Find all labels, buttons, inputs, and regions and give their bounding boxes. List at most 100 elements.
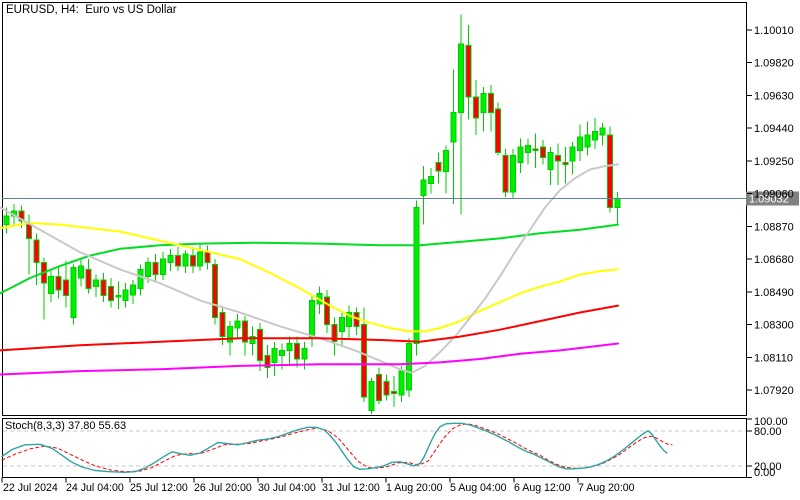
candle[interactable] — [383, 374, 390, 401]
price-axis-label: 1.07920 — [754, 385, 794, 397]
candle[interactable] — [346, 305, 353, 340]
candle[interactable] — [55, 266, 62, 299]
candle[interactable] — [413, 200, 420, 356]
candle[interactable] — [92, 274, 99, 297]
candle-body-bear — [294, 343, 301, 360]
candle-body-bull — [450, 112, 457, 143]
candle[interactable] — [137, 264, 144, 296]
candle[interactable] — [130, 279, 137, 304]
candle[interactable] — [569, 142, 576, 175]
indicator-label: Stoch(8,3,3) 37.80 55.63 — [5, 420, 127, 432]
candle[interactable] — [48, 269, 55, 303]
date-axis-label: 25 Jul 12:00 — [130, 482, 188, 494]
candle-body-bear — [487, 93, 494, 114]
candle[interactable] — [376, 367, 382, 404]
candle[interactable] — [338, 310, 345, 346]
candle-body-bull — [510, 155, 517, 193]
candle[interactable] — [85, 259, 92, 294]
candle[interactable] — [480, 86, 487, 132]
candle[interactable] — [174, 247, 181, 272]
candle[interactable] — [249, 326, 256, 356]
candle[interactable] — [323, 290, 330, 334]
candle[interactable] — [331, 317, 338, 356]
candle[interactable] — [189, 247, 196, 273]
candle-body-bear — [204, 251, 211, 263]
candle[interactable] — [368, 377, 375, 415]
candle[interactable] — [152, 253, 159, 282]
candle-body-bull — [584, 134, 591, 148]
candle[interactable] — [398, 365, 405, 403]
candle[interactable] — [286, 336, 293, 365]
candle[interactable] — [592, 117, 599, 149]
candle[interactable] — [435, 152, 442, 184]
candle[interactable] — [40, 257, 47, 320]
candle[interactable] — [271, 341, 278, 377]
candle[interactable] — [450, 69, 457, 204]
candle[interactable] — [115, 281, 122, 310]
price-axis-label: 1.08300 — [754, 320, 794, 332]
candle[interactable] — [212, 259, 219, 325]
candle[interactable] — [234, 314, 241, 339]
candle[interactable] — [495, 102, 502, 156]
candle-body-bull — [271, 348, 278, 364]
candle[interactable] — [428, 167, 435, 194]
candle[interactable] — [63, 260, 70, 308]
candle[interactable] — [577, 124, 584, 161]
candle[interactable] — [160, 252, 166, 280]
candle[interactable] — [353, 307, 360, 335]
candle[interactable] — [472, 80, 479, 136]
candle-body-bear — [256, 329, 263, 362]
candle-body-bear — [264, 355, 271, 369]
candle[interactable] — [554, 143, 561, 185]
candle-body-bull — [599, 127, 606, 136]
candle[interactable] — [532, 133, 539, 168]
candle-body-bull — [428, 175, 435, 184]
candle[interactable] — [420, 166, 427, 225]
candle[interactable] — [122, 283, 129, 308]
candle-body-bear — [219, 312, 226, 338]
candle[interactable] — [100, 272, 107, 303]
candle[interactable] — [167, 248, 174, 272]
candle[interactable] — [510, 148, 517, 199]
candle[interactable] — [256, 322, 263, 372]
date-axis-label: 5 Aug 04:00 — [450, 482, 507, 494]
price-axis-label: 1.09440 — [754, 123, 794, 135]
candle[interactable] — [465, 24, 472, 120]
candle[interactable] — [562, 147, 569, 184]
candle[interactable] — [264, 345, 271, 378]
candle[interactable] — [405, 338, 412, 397]
candle[interactable] — [197, 243, 204, 272]
candle[interactable] — [78, 257, 84, 287]
candle[interactable] — [390, 376, 397, 408]
candle[interactable] — [502, 148, 509, 198]
candle-body-bull — [182, 253, 189, 267]
candle[interactable] — [204, 245, 211, 270]
candle[interactable] — [547, 147, 554, 185]
candle[interactable] — [487, 85, 494, 132]
candle[interactable] — [457, 14, 464, 215]
candle-body-bear — [18, 210, 25, 222]
candle-body-bear — [189, 255, 196, 267]
candle[interactable] — [584, 121, 591, 156]
ma-green-line — [0, 223, 619, 295]
candle-body-bear — [174, 255, 181, 267]
candle-body-bull — [480, 93, 487, 114]
candle[interactable] — [443, 145, 450, 194]
candle[interactable] — [70, 264, 77, 325]
candle[interactable] — [294, 336, 301, 368]
candle[interactable] — [525, 138, 531, 165]
candle[interactable] — [182, 250, 189, 273]
candle[interactable] — [107, 278, 114, 308]
candle[interactable] — [614, 191, 621, 225]
price-axis-label: 1.08110 — [754, 352, 793, 364]
candle[interactable] — [607, 126, 613, 213]
candle-body-bear — [107, 286, 114, 302]
candle-body-bull — [78, 265, 84, 279]
candle[interactable] — [241, 315, 248, 356]
candle[interactable] — [539, 140, 546, 165]
candle-body-bear — [495, 108, 502, 153]
candle[interactable] — [517, 138, 524, 174]
candle-body-bear — [376, 374, 382, 401]
candle[interactable] — [599, 123, 606, 146]
